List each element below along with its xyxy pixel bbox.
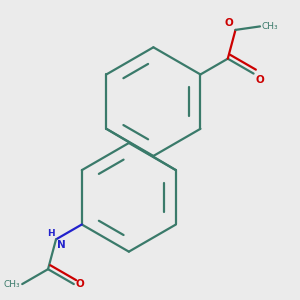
Text: O: O [225,18,234,28]
Text: N: N [57,240,65,250]
Text: O: O [76,279,84,289]
Text: CH₃: CH₃ [261,22,278,31]
Text: H: H [46,229,54,238]
Text: O: O [255,75,264,85]
Text: CH₃: CH₃ [4,280,20,289]
